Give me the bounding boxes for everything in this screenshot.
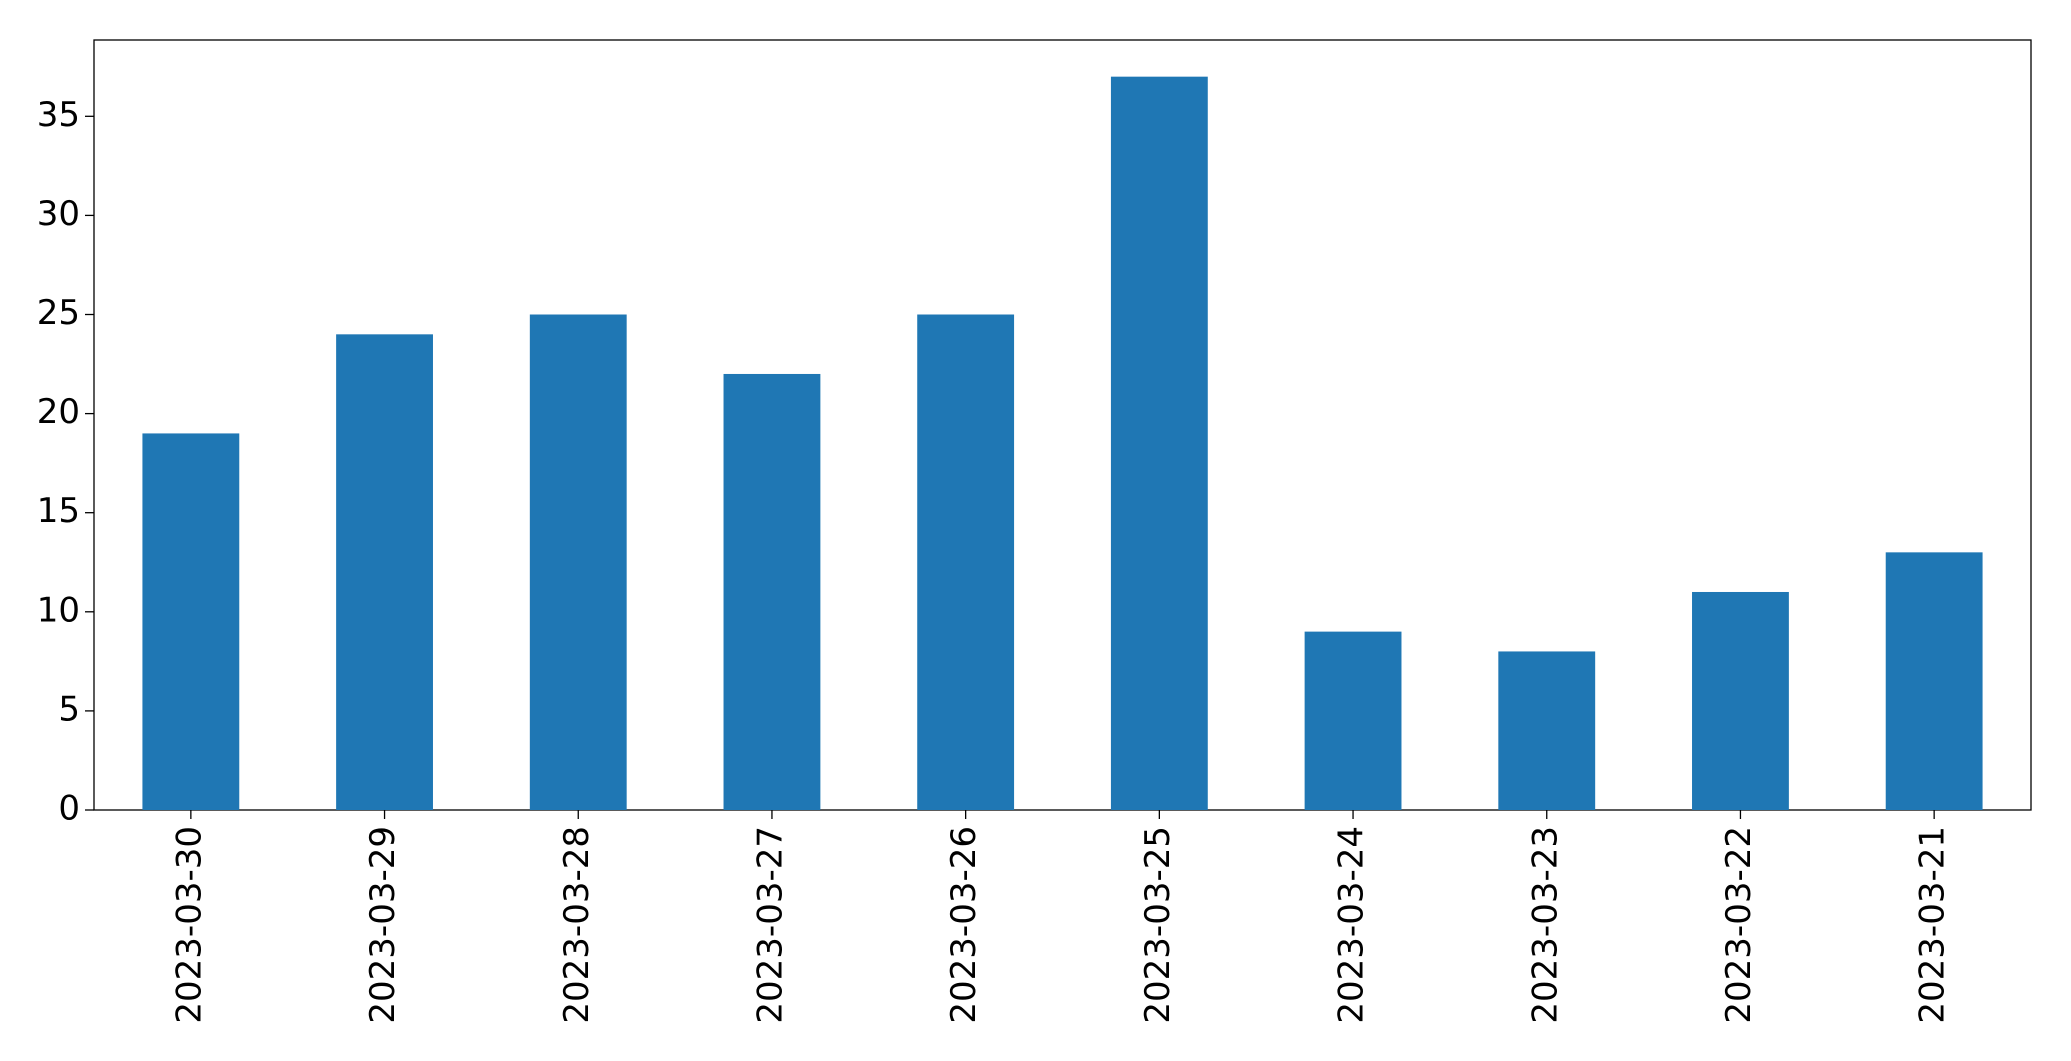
x-tick-label: 2023-03-26 — [944, 826, 984, 1024]
x-tick-label: 2023-03-21 — [1913, 826, 1953, 1024]
bar — [1885, 552, 1983, 810]
bar — [1692, 591, 1789, 810]
y-tick-label: 5 — [58, 689, 80, 729]
bar — [142, 433, 240, 810]
y-tick-label: 15 — [37, 491, 80, 531]
y-tick-label: 35 — [37, 95, 80, 135]
bar — [529, 314, 627, 810]
bar — [723, 373, 821, 810]
x-tick-label: 2023-03-27 — [750, 826, 790, 1024]
x-tick-label: 2023-03-29 — [363, 826, 403, 1024]
x-tick-label: 2023-03-22 — [1719, 826, 1759, 1024]
y-tick-label: 20 — [37, 392, 80, 432]
bar — [1498, 651, 1596, 810]
bar — [917, 314, 1015, 810]
y-tick-label: 0 — [58, 789, 80, 829]
x-tick-label: 2023-03-25 — [1138, 826, 1178, 1024]
x-tick-label: 2023-03-28 — [557, 826, 597, 1024]
y-tick-label: 30 — [37, 194, 80, 234]
y-tick-label: 10 — [37, 590, 80, 630]
bar — [1304, 631, 1402, 810]
bar — [336, 334, 433, 810]
x-tick-label: 2023-03-23 — [1525, 826, 1565, 1024]
x-tick-label: 2023-03-30 — [169, 826, 209, 1024]
plot-frame — [93, 39, 2032, 811]
bar — [1110, 76, 1208, 810]
x-tick-label: 2023-03-24 — [1332, 826, 1372, 1024]
y-tick-label: 25 — [37, 293, 80, 333]
